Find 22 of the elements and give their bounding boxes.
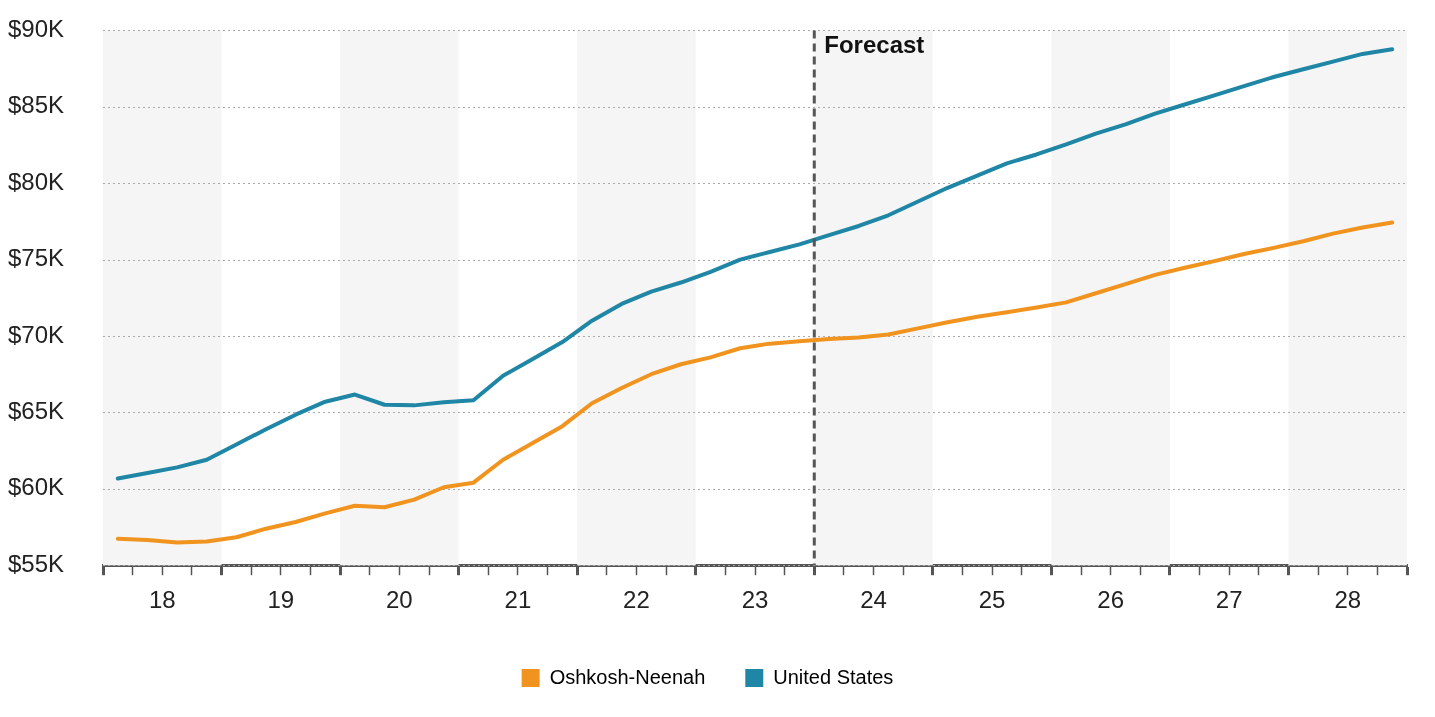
x-tick-label: 18 bbox=[148, 586, 176, 614]
ref-line-label: Forecast bbox=[824, 31, 925, 59]
x-tick-label: 19 bbox=[267, 586, 295, 614]
x-tick-label: 23 bbox=[741, 586, 769, 614]
x-tick-label: 28 bbox=[1334, 586, 1362, 614]
x-tick-label: 21 bbox=[504, 586, 532, 614]
legend-label: United States bbox=[773, 665, 894, 688]
x-tick-label: 26 bbox=[1097, 586, 1124, 614]
y-tick-label: $80K bbox=[8, 167, 65, 195]
y-tick-label: $65K bbox=[8, 397, 65, 425]
x-tick-label: 25 bbox=[978, 586, 1006, 614]
x-tick-label: 22 bbox=[623, 586, 650, 614]
x-tick-label: 24 bbox=[860, 586, 887, 614]
y-tick-label: $75K bbox=[8, 244, 65, 272]
y-tick-label: $90K bbox=[8, 15, 65, 43]
y-tick-label: $55K bbox=[8, 549, 65, 577]
y-tick-label: $85K bbox=[8, 91, 65, 119]
x-tick-label: 27 bbox=[1215, 586, 1243, 614]
y-tick-label: $60K bbox=[8, 473, 65, 501]
y-tick-label: $70K bbox=[8, 320, 65, 348]
x-tick-label: 20 bbox=[386, 586, 413, 614]
legend-label: Oshkosh-Neenah bbox=[549, 665, 706, 688]
